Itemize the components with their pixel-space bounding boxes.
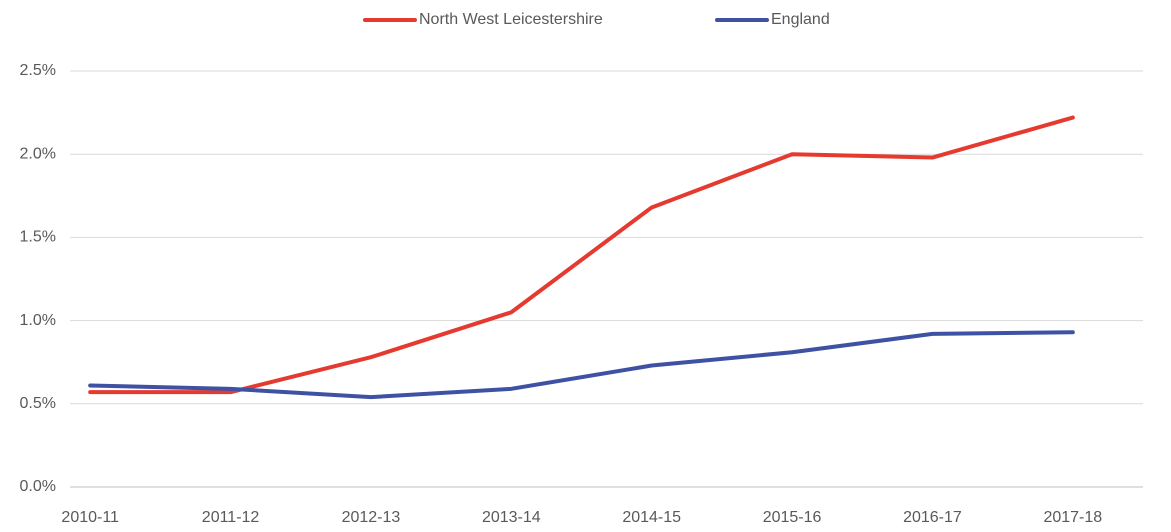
x-tick-label: 2011-12 xyxy=(202,509,260,526)
legend-label: England xyxy=(771,11,830,28)
y-tick-label: 0.5% xyxy=(20,395,56,412)
x-tick-label: 2016-17 xyxy=(903,509,962,526)
y-tick-label: 0.0% xyxy=(20,478,56,495)
x-tick-label: 2017-18 xyxy=(1043,509,1102,526)
series-line xyxy=(88,115,1075,395)
y-tick-label: 2.5% xyxy=(20,62,56,79)
y-tick-label: 2.0% xyxy=(20,145,56,162)
x-tick-label: 2014-15 xyxy=(622,509,681,526)
legend-label: North West Leicestershire xyxy=(419,11,603,28)
y-tick-label: 1.0% xyxy=(20,312,56,329)
x-tick-label: 2013-14 xyxy=(482,509,541,526)
x-tick-label: 2012-13 xyxy=(342,509,401,526)
x-tick-label: 2010-11 xyxy=(61,509,119,526)
y-tick-label: 1.5% xyxy=(20,229,56,246)
x-tick-label: 2015-16 xyxy=(763,509,822,526)
series-line xyxy=(88,330,1075,400)
